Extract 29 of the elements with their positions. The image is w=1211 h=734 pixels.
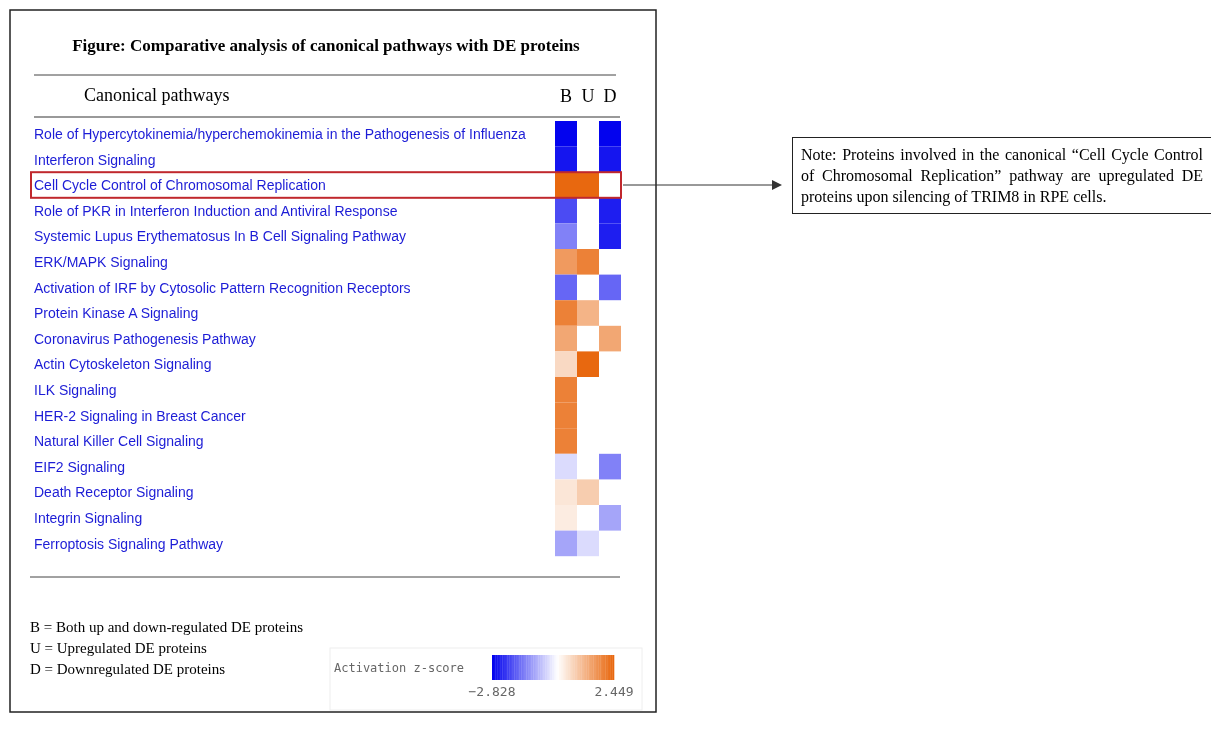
- y-tick-label: Role of PKR in Interferon Induction and Antiviral Response: [34, 202, 398, 219]
- y-tick-label: Protein Kinase A Signaling: [34, 305, 199, 322]
- y-axis-title: Canonical pathways: [84, 85, 230, 105]
- y-tick-label: Coronavirus Pathogenesis Pathway: [34, 330, 256, 347]
- text: Note: Proteins involved in the canonical “Cell Cycle Control of Chromosomal Replication” pathway are upregulated DE proteins upon silencing of TRIM8 in RPE cells.: [792, 137, 1211, 214]
- y-tick-label: Systemic Lupus Erythematosus In B Cell Signaling Pathway: [34, 228, 406, 245]
- text: B = Both up and down-regulated DE proteins: [30, 619, 304, 635]
- x-tick-label: B: [559, 86, 573, 106]
- y-tick-label: EIF2 Signaling: [34, 458, 126, 475]
- y-tick-label: Natural Killer Cell Signaling: [34, 433, 204, 450]
- y-tick-label: Activation of IRF by Cytosolic Pattern Recognition Receptors: [34, 279, 411, 296]
- x-tick-label: D: [603, 86, 617, 106]
- y-tick-label: Interferon Signaling: [34, 151, 156, 168]
- y-tick-label: HER-2 Signaling in Breast Cancer: [34, 407, 246, 424]
- x-tick-label: U: [581, 86, 595, 106]
- y-tick-label: ERK/MAPK Signaling: [34, 254, 168, 270]
- y-tick-label: Ferroptosis Signaling Pathway: [34, 535, 224, 552]
- text: U = Upregulated DE proteins: [30, 640, 207, 656]
- color-bar-label: −2.828: [468, 684, 516, 699]
- color-bar-title: Activation z-score: [334, 661, 465, 675]
- text: Figure: Comparative analysis of canonical pathways with DE proteins: [72, 36, 581, 55]
- y-tick-label: Integrin Signaling: [34, 510, 143, 526]
- y-tick-label: Death Receptor Signaling: [34, 484, 194, 501]
- y-tick-label: Cell Cycle Control of Chromosomal Replication: [34, 177, 326, 194]
- y-tick-label: Role of Hypercytokinemia/hyperchemokinemia in the Pathogenesis of Influenza: [34, 126, 527, 142]
- color-bar-label: 2.449: [594, 684, 634, 699]
- y-tick-label: ILK Signaling: [34, 382, 117, 398]
- y-tick-label: Actin Cytoskeleton Signaling: [34, 356, 212, 373]
- text: D = Downregulated DE proteins: [30, 661, 226, 677]
